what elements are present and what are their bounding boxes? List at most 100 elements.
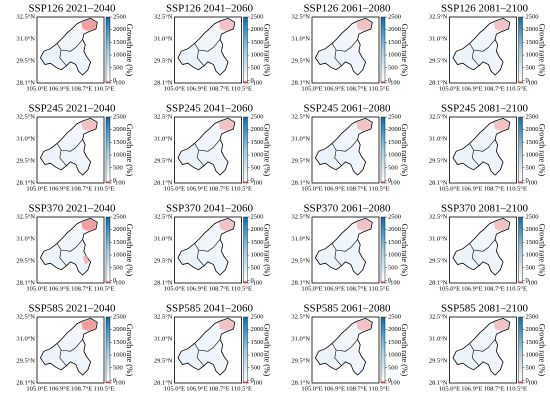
high-growth-area: [356, 319, 372, 331]
lon-tick-label: 110.5°E: [369, 285, 390, 292]
lat-tick-label: 28.1°N: [16, 379, 35, 386]
lat-tick-label: 31.0°N: [154, 35, 173, 42]
high-growth-area: [356, 119, 372, 131]
district-border: [331, 239, 358, 252]
colorbar-tick-label: 0: [526, 277, 529, 284]
colorbar-tick-label: 1000: [526, 252, 539, 259]
panel-title: SSP585 2061–2080: [303, 303, 391, 315]
colorbar: [105, 16, 111, 84]
lat-tick-label: 28.1°N: [429, 179, 448, 186]
lon-tick-label: 106.9°E: [461, 385, 482, 392]
region-outline: [39, 217, 98, 276]
colorbar-tick-label: 2500: [113, 213, 126, 220]
lon-tick-label: 105.0°E: [301, 185, 322, 192]
colorbar-label: Growth rate (%): [125, 324, 134, 377]
high-growth-area: [81, 219, 97, 231]
high-growth-area: [81, 119, 97, 131]
lon-tick-label: 106.9°E: [324, 185, 345, 192]
colorbar-tick-label: -100: [388, 379, 400, 386]
colorbar-tick-label: 500: [251, 64, 261, 71]
colorbar-tick-label: 500: [526, 64, 536, 71]
region-outline: [452, 117, 511, 176]
colorbar: [518, 16, 523, 84]
district-border: [56, 239, 83, 252]
district-border: [471, 349, 480, 366]
colorbar-tick-label: 2500: [113, 313, 126, 320]
high-growth-area: [218, 119, 235, 131]
lat-tick-label: 31.0°N: [429, 335, 448, 342]
colorbar-tick-label: 1000: [251, 52, 264, 59]
colorbar-tick-label: -100: [526, 79, 538, 86]
lon-tick-label: 110.5°E: [369, 185, 390, 192]
lon-tick-label: 110.5°E: [506, 385, 527, 392]
lat-tick-label: 31.0°N: [429, 235, 448, 242]
lon-tick-label: 105.0°E: [301, 285, 322, 292]
colorbar-tick-label: 2000: [113, 326, 126, 333]
colorbar-tick-label: 1000: [526, 152, 539, 159]
panel-title: SSP245 2041–2060: [166, 103, 254, 115]
lat-tick-label: 29.5°N: [429, 257, 448, 264]
colorbar-tick-label: 1500: [526, 339, 539, 346]
lon-tick-label: 108.7°E: [484, 385, 505, 392]
colorbar-tick-label: 2000: [526, 126, 539, 133]
lat-tick-label: 29.5°N: [154, 57, 173, 64]
colorbar-tick-label: 500: [526, 364, 536, 371]
lat-tick-label: 32.5°N: [16, 313, 35, 320]
colorbar-tick-label: 0: [526, 177, 529, 184]
lon-tick-label: 110.5°E: [506, 85, 527, 92]
region-outline: [314, 117, 373, 176]
district-border: [59, 49, 67, 66]
lon-tick-label: 108.7°E: [346, 385, 367, 392]
lon-tick-label: 108.7°E: [484, 185, 505, 192]
colorbar: [243, 316, 248, 384]
lat-tick-label: 31.0°N: [291, 135, 310, 142]
colorbar-tick-label: -100: [388, 279, 400, 286]
lat-tick-label: 32.5°N: [16, 113, 35, 120]
colorbar-tick-label: 1000: [388, 52, 401, 59]
colorbar-label: Growth rate (%): [538, 24, 547, 77]
lon-tick-label: 105.0°E: [439, 185, 460, 192]
colorbar-tick-label: 1000: [113, 152, 126, 159]
district-border: [334, 49, 342, 66]
colorbar-label: Growth rate (%): [125, 124, 134, 177]
lon-tick-label: 110.5°E: [94, 185, 115, 192]
colorbar: [380, 16, 386, 84]
lat-tick-label: 31.0°N: [429, 35, 448, 42]
colorbar-tick-label: 1500: [251, 239, 264, 246]
colorbar-tick-label: 1500: [113, 339, 126, 346]
colorbar: [243, 216, 248, 284]
lat-tick-label: 32.5°N: [154, 113, 173, 120]
lat-tick-label: 32.5°N: [16, 213, 35, 220]
colorbar-tick-label: -100: [113, 79, 125, 86]
district-border: [56, 339, 83, 352]
colorbar-label: Growth rate (%): [400, 124, 409, 177]
colorbar-tick-label: 500: [113, 64, 123, 71]
high-growth-area: [218, 319, 235, 331]
colorbar-tick-label: 0: [526, 377, 529, 384]
lon-tick-label: 105.0°E: [26, 185, 47, 192]
region-outline: [177, 117, 236, 176]
lat-tick-label: 32.5°N: [154, 313, 173, 320]
lon-tick-label: 108.7°E: [209, 285, 230, 292]
district-border: [196, 349, 205, 366]
district-border: [59, 149, 67, 166]
high-growth-area: [356, 19, 372, 31]
colorbar-tick-label: 0: [113, 377, 116, 384]
colorbar-tick-label: 2000: [388, 126, 401, 133]
lat-tick-label: 28.1°N: [291, 79, 310, 86]
lat-tick-label: 29.5°N: [16, 57, 35, 64]
region-outline: [39, 17, 98, 76]
colorbar: [380, 116, 386, 184]
lon-tick-label: 108.7°E: [346, 185, 367, 192]
lon-tick-label: 106.9°E: [186, 285, 207, 292]
colorbar-tick-label: 500: [251, 364, 261, 371]
colorbar-tick-label: 2000: [251, 26, 264, 33]
colorbar-tick-label: 1000: [251, 252, 264, 259]
panel-title: SSP126 2061–2080: [303, 3, 391, 15]
colorbar-label: Growth rate (%): [263, 124, 272, 177]
colorbar-tick-label: 1000: [113, 352, 126, 359]
region-outline: [314, 217, 373, 276]
